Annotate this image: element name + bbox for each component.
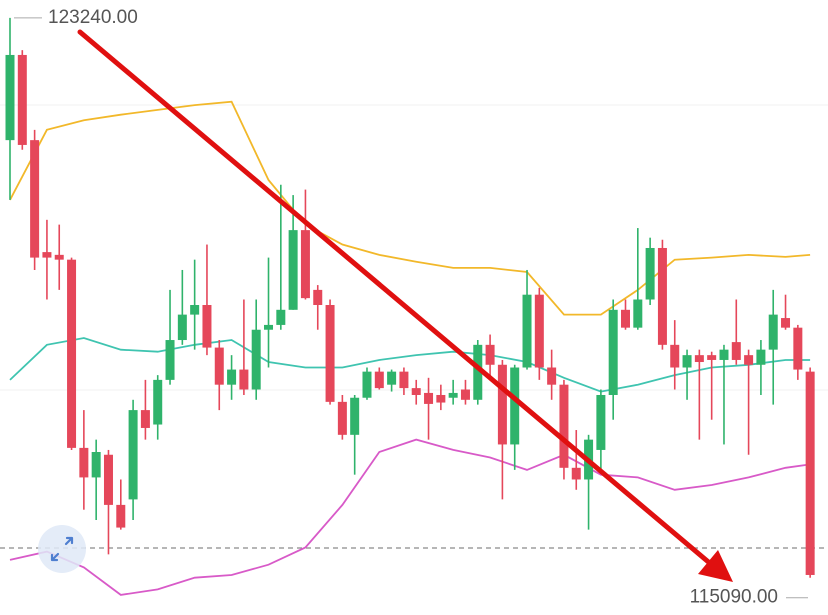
candle-body	[399, 371, 409, 389]
min-price-label: 115090.00	[690, 587, 778, 608]
candle-body	[128, 410, 138, 500]
candle-body	[177, 314, 187, 341]
candle-body	[571, 467, 581, 480]
candle-body	[534, 294, 544, 368]
candle-body	[67, 259, 77, 448]
candle-body	[596, 394, 606, 450]
candle-body	[768, 314, 778, 350]
zoom-button[interactable]	[38, 525, 86, 573]
candle-body	[657, 247, 667, 345]
candle-body	[91, 452, 101, 478]
candle-body	[300, 230, 310, 299]
candle-body	[5, 54, 15, 141]
candle-body	[17, 54, 27, 145]
candle-body	[522, 294, 532, 368]
plot-layer	[5, 17, 815, 596]
candle-body	[424, 392, 434, 404]
candle-body	[793, 327, 803, 370]
candle-body	[190, 305, 200, 315]
candle-body	[387, 371, 397, 385]
candle-body	[411, 388, 421, 395]
candle-body	[227, 369, 237, 385]
candle-body	[165, 340, 175, 380]
candle-body	[337, 401, 347, 435]
candle-body	[140, 410, 150, 428]
zoom-icon[interactable]	[50, 536, 74, 562]
candle-body	[448, 392, 458, 398]
candle-body	[202, 305, 212, 348]
candle-body	[621, 309, 630, 328]
candle-body	[805, 371, 815, 575]
candle-body	[756, 349, 766, 365]
candle-body	[694, 355, 704, 363]
candle-body	[744, 355, 754, 365]
band-line	[9, 100, 811, 316]
candle-body	[719, 349, 729, 360]
candle-body	[460, 389, 470, 400]
candle-body	[473, 344, 483, 400]
candle-body	[30, 140, 40, 258]
candle-body	[497, 364, 507, 445]
candle-body	[313, 289, 323, 305]
candle-body	[547, 367, 557, 385]
candle-body	[350, 397, 360, 435]
candle-body	[510, 367, 520, 445]
candle-body	[79, 447, 89, 478]
arrow-shaft	[77, 29, 715, 568]
candle-body	[54, 254, 64, 260]
candle-body	[670, 344, 680, 368]
arrow-head	[698, 550, 733, 582]
candle-body	[436, 394, 446, 403]
candle-body	[485, 344, 495, 365]
candle-body	[731, 342, 741, 360]
candle-body	[264, 324, 274, 330]
max-price-label: 123240.00	[48, 7, 138, 28]
candle-body	[42, 252, 52, 258]
zoom-button-bg[interactable]	[38, 525, 86, 573]
candle-body	[559, 384, 569, 468]
candle-body	[288, 230, 298, 310]
candle-body	[633, 299, 643, 328]
candle-body	[276, 309, 286, 325]
candle-body	[153, 379, 163, 425]
band-line	[9, 438, 811, 596]
candle-body	[362, 371, 372, 398]
candle-body	[251, 329, 261, 390]
candle-body	[682, 355, 692, 368]
candle-body	[325, 305, 335, 402]
candle-body	[781, 318, 791, 328]
candle-body	[103, 454, 113, 505]
candle-body	[707, 355, 717, 360]
candle-body	[239, 369, 249, 390]
candle-body	[214, 347, 224, 385]
candle-body	[374, 371, 384, 389]
candle-body	[116, 504, 126, 528]
candle-body	[645, 247, 655, 300]
trend-arrow	[77, 29, 733, 582]
candle-body	[608, 309, 618, 395]
